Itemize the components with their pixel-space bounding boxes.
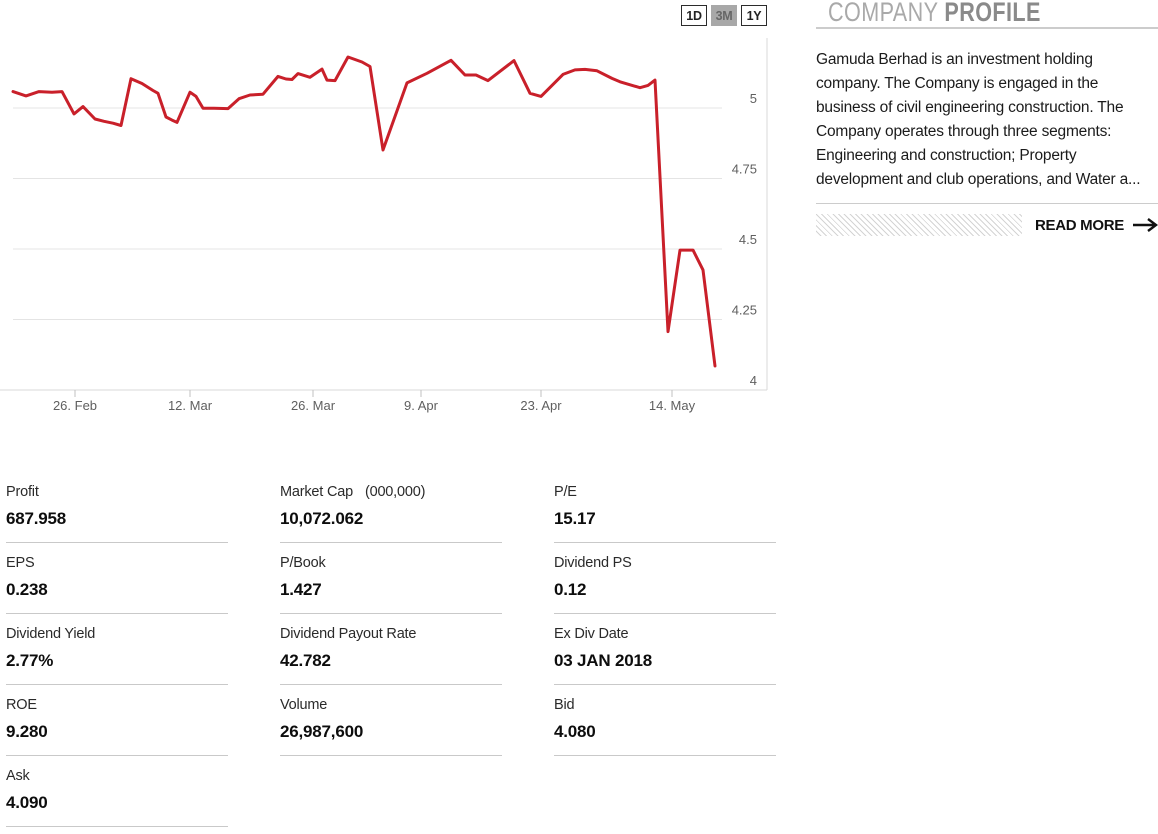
- stat-bid: Bid 4.080: [554, 697, 776, 756]
- stats-column-2: Market Cap (000,000) 10,072.062 P/Book 1.…: [280, 484, 502, 834]
- stat-value: 4.090: [6, 793, 48, 812]
- stat-label: Profit: [6, 484, 39, 500]
- stat-value: 10,072.062: [280, 509, 364, 528]
- company-description: Gamuda Berhad is an investment holding c…: [816, 51, 1141, 188]
- company-profile-title-light: COMPANY: [828, 0, 939, 27]
- stat-label: Dividend Payout Rate: [280, 626, 417, 642]
- stats-column-3: P/E 15.17 Dividend PS 0.12 Ex Div Date 0…: [554, 484, 776, 834]
- svg-text:12. Mar: 12. Mar: [168, 398, 213, 413]
- stat-label: Dividend Yield: [6, 626, 96, 642]
- range-button-1y[interactable]: 1Y: [741, 5, 767, 26]
- svg-text:5: 5: [750, 91, 757, 106]
- stat-eps: EPS 0.238: [6, 555, 228, 614]
- svg-text:23. Apr: 23. Apr: [520, 398, 562, 413]
- svg-text:4.25: 4.25: [732, 303, 757, 318]
- stat-value: 42.782: [280, 651, 331, 670]
- stat-value: 0.238: [6, 580, 48, 599]
- stat-value: 4.080: [554, 722, 596, 741]
- stat-label-suffix: (000,000): [364, 484, 426, 500]
- stats-column-1: Profit 687.958 EPS 0.238 Dividend Yield …: [6, 484, 228, 834]
- stat-label: ROE: [6, 697, 37, 713]
- price-chart: 1D 3M 1Y 5 4.75 4.5 4.25 4 26. Feb 12. Mar 26. …: [0, 0, 768, 425]
- stat-value: 15.17: [554, 509, 596, 528]
- stat-p-book: P/Book 1.427: [280, 555, 502, 614]
- svg-text:9. Apr: 9. Apr: [404, 398, 439, 413]
- stat-ex-div-date: Ex Div Date 03 JAN 2018: [554, 626, 776, 685]
- stat-label: P/E: [554, 484, 577, 500]
- key-stats-grid: Profit 687.958 EPS 0.238 Dividend Yield …: [6, 484, 776, 834]
- stat-dividend-ps: Dividend PS 0.12: [554, 555, 776, 614]
- stat-dividend-payout-rate: Dividend Payout Rate 42.782: [280, 626, 502, 685]
- stat-value: 9.280: [6, 722, 48, 741]
- read-more-label: READ MORE: [1035, 216, 1124, 234]
- svg-text:4.5: 4.5: [739, 232, 757, 247]
- svg-text:4: 4: [750, 373, 757, 388]
- stat-market-cap: Market Cap (000,000) 10,072.062: [280, 484, 502, 543]
- stat-label: Ex Div Date: [554, 626, 629, 642]
- stat-roe: ROE 9.280: [6, 697, 228, 756]
- stat-volume: Volume 26,987,600: [280, 697, 502, 756]
- stat-label: Volume: [280, 697, 328, 713]
- svg-text:26. Feb: 26. Feb: [53, 398, 97, 413]
- range-button-1d[interactable]: 1D: [681, 5, 707, 26]
- svg-text:4.75: 4.75: [732, 162, 757, 177]
- chart-range-selector: 1D 3M 1Y: [681, 5, 767, 26]
- stat-label: Market Cap (000,000): [280, 484, 426, 500]
- stat-dividend-yield: Dividend Yield 2.77%: [6, 626, 228, 685]
- svg-text:26. Mar: 26. Mar: [291, 398, 336, 413]
- svg-text:14. May: 14. May: [649, 398, 696, 413]
- stat-profit: Profit 687.958: [6, 484, 228, 543]
- stat-label: P/Book: [280, 555, 326, 571]
- company-profile-panel: COMPANY PROFILE Gamuda Berhad is an inve…: [816, 0, 1158, 236]
- stat-label: Bid: [554, 697, 575, 713]
- stat-ask: Ask 4.090: [6, 768, 228, 827]
- stat-value: 03 JAN 2018: [554, 651, 652, 670]
- price-chart-svg: 5 4.75 4.5 4.25 4 26. Feb 12. Mar 26. Mar 9. Apr…: [0, 38, 768, 413]
- stat-label: EPS: [6, 555, 35, 571]
- stat-value: 687.958: [6, 509, 67, 528]
- company-profile-title: COMPANY PROFILE: [816, 0, 1158, 29]
- stat-label: Dividend PS: [554, 555, 632, 571]
- hatch-pattern: [816, 214, 1023, 236]
- read-more-link[interactable]: READ MORE: [816, 214, 1158, 236]
- stat-value: 26,987,600: [280, 722, 364, 741]
- stat-value: 2.77%: [6, 651, 54, 670]
- stat-pe: P/E 15.17: [554, 484, 776, 543]
- stat-value: 1.427: [280, 580, 322, 599]
- company-profile-title-bold: PROFILE: [944, 0, 1041, 27]
- stat-value: 0.12: [554, 580, 587, 599]
- range-button-3m[interactable]: 3M: [711, 5, 737, 26]
- stat-label: Ask: [6, 768, 30, 784]
- profile-divider: [816, 203, 1158, 204]
- right-arrow-icon: [1133, 218, 1158, 232]
